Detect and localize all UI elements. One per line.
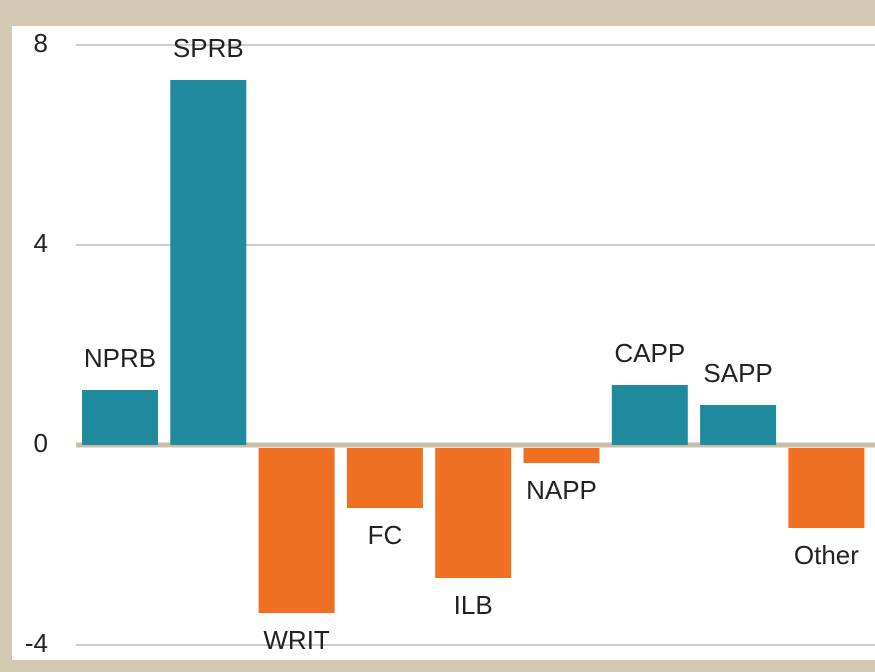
bar <box>435 448 512 578</box>
bar-label: CAPP <box>614 338 685 368</box>
bar-label: FC <box>368 520 403 550</box>
bar-label: SAPP <box>703 358 772 388</box>
bar-label: NPRB <box>84 343 156 373</box>
bar <box>523 448 600 463</box>
bar-label: Other <box>794 540 859 570</box>
bar <box>170 80 247 445</box>
bar-label: ILB <box>454 590 493 620</box>
bar-label: NAPP <box>526 475 597 505</box>
y-tick-label: 4 <box>34 228 48 258</box>
bar-label: SPRB <box>173 33 244 63</box>
y-tick-label: 0 <box>34 428 48 458</box>
bar <box>700 405 777 445</box>
bar <box>258 448 335 613</box>
y-tick-label: -4 <box>25 628 48 658</box>
bar <box>82 390 158 445</box>
y-tick-label: 8 <box>34 28 48 58</box>
bar <box>346 448 423 508</box>
bar <box>611 385 688 445</box>
bar <box>788 448 865 528</box>
bar-label: WRIT <box>263 625 330 655</box>
